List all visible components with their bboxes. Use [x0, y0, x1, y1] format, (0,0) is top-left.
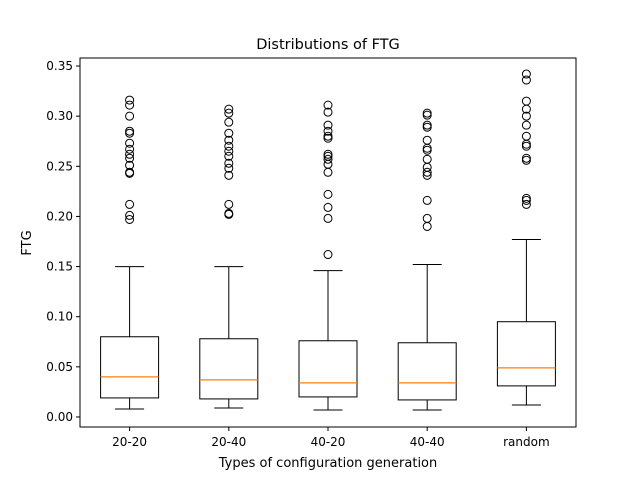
y-tick-label: 0.15	[46, 260, 73, 274]
outlier-point	[323, 213, 333, 223]
outlier-point	[521, 155, 531, 165]
x-tick-label: 40-20	[311, 435, 346, 449]
y-axis-label: FTG	[20, 230, 35, 255]
outlier-point	[323, 100, 333, 110]
box-iqr	[397, 342, 457, 401]
outlier-point	[521, 111, 531, 121]
outlier-point	[422, 122, 432, 132]
outlier-point	[323, 154, 333, 164]
outlier-point	[125, 149, 135, 159]
x-axis-label: Types of configuration generation	[218, 456, 438, 471]
outlier-point	[422, 145, 432, 155]
outlier-point	[224, 170, 234, 180]
outlier-point	[323, 126, 333, 136]
outlier-point	[323, 189, 333, 199]
outlier-point	[422, 167, 432, 177]
outlier-point	[125, 128, 135, 138]
y-tick-label: 0.25	[46, 159, 73, 173]
outlier-point	[224, 158, 234, 168]
outlier-point	[224, 108, 234, 118]
outlier-point	[521, 69, 531, 79]
y-tick-label: 0.20	[46, 209, 73, 223]
outlier-point	[521, 199, 531, 209]
outlier-point	[224, 117, 234, 127]
outlier-point	[323, 167, 333, 177]
outlier-point	[125, 153, 135, 163]
outlier-point	[125, 210, 135, 220]
outlier-point	[323, 250, 333, 260]
outlier-point	[323, 107, 333, 117]
outlier-point	[521, 120, 531, 130]
outlier-point	[224, 146, 234, 156]
x-tick-label: 40-40	[410, 435, 445, 449]
x-tick-label: 20-20	[112, 435, 147, 449]
outlier-point	[125, 168, 135, 178]
y-tick-label: 0.00	[46, 410, 73, 424]
outlier-point	[125, 199, 135, 209]
outlier-point	[224, 135, 234, 145]
box-iqr	[100, 336, 160, 399]
outlier-point	[125, 144, 135, 154]
x-tick-label: random	[503, 435, 550, 449]
outlier-point	[422, 221, 432, 231]
x-tick-label: 20-40	[211, 435, 246, 449]
outlier-point	[224, 141, 234, 151]
outlier-point	[521, 195, 531, 205]
outlier-point	[125, 111, 135, 121]
outlier-point	[125, 100, 135, 110]
box-iqr	[199, 338, 259, 400]
outlier-point	[323, 133, 333, 143]
outlier-point	[422, 195, 432, 205]
plot-area: 0.00 0.05 0.10 0.15 0.20 0.25 0.30 0.35 20-20 20-…	[46, 57, 577, 449]
outlier-point	[224, 163, 234, 173]
box-iqr	[298, 340, 358, 398]
outlier-point	[224, 128, 234, 138]
outlier-point	[224, 151, 234, 161]
outlier-point	[521, 75, 531, 85]
outlier-point	[224, 209, 234, 219]
outlier-point	[224, 199, 234, 209]
outlier-point	[323, 120, 333, 130]
y-tick-label: 0.05	[46, 360, 73, 374]
y-tick-label: 0.30	[46, 109, 73, 123]
outlier-point	[224, 104, 234, 114]
chart-title: Distributions of FTG	[256, 37, 400, 53]
outlier-point	[323, 202, 333, 212]
y-tick-label: 0.10	[46, 310, 73, 324]
outlier-point	[125, 214, 135, 224]
y-tick-label: 0.35	[46, 59, 73, 73]
outlier-point	[422, 170, 432, 180]
outlier-point	[521, 104, 531, 114]
box-iqr	[496, 321, 556, 387]
outlier-point	[125, 95, 135, 105]
outlier-point	[125, 138, 135, 148]
outlier-point	[521, 141, 531, 151]
outlier-point	[422, 110, 432, 120]
